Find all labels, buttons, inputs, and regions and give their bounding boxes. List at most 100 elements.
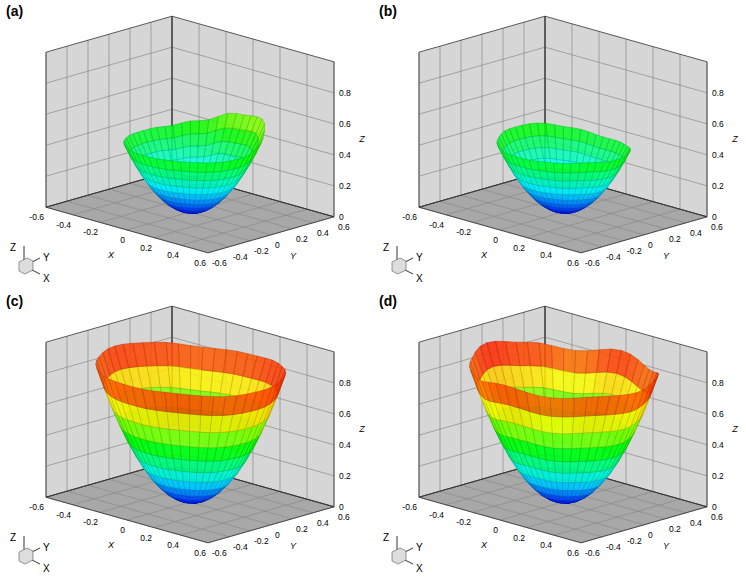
svg-text:0: 0 [275, 240, 280, 250]
svg-text:-0.4: -0.4 [233, 252, 248, 262]
svg-text:0.6: 0.6 [712, 409, 724, 419]
svg-text:0: 0 [648, 240, 653, 250]
svg-text:-0.6: -0.6 [212, 258, 227, 268]
svg-text:0: 0 [120, 525, 125, 535]
svg-text:0.6: 0.6 [339, 409, 351, 419]
svg-text:0: 0 [493, 525, 498, 535]
svg-text:0.2: 0.2 [669, 234, 681, 244]
svg-text:0: 0 [493, 235, 498, 245]
svg-text:0.4: 0.4 [540, 250, 552, 260]
svg-text:-0.2: -0.2 [627, 536, 642, 546]
svg-text:0: 0 [339, 212, 344, 222]
svg-text:0.2: 0.2 [513, 533, 525, 543]
svg-text:0.6: 0.6 [194, 548, 206, 558]
svg-text:0.2: 0.2 [296, 234, 308, 244]
svg-text:0.6: 0.6 [712, 119, 724, 129]
svg-text:Z: Z [383, 242, 389, 253]
svg-text:0.2: 0.2 [339, 181, 351, 191]
svg-text:0.6: 0.6 [567, 258, 579, 268]
svg-text:Y: Y [43, 542, 50, 553]
svg-text:0: 0 [712, 212, 717, 222]
svg-text:0.4: 0.4 [339, 150, 351, 160]
svg-text:-0.4: -0.4 [233, 542, 248, 552]
svg-text:-0.6: -0.6 [29, 212, 44, 222]
svg-text:(b): (b) [379, 3, 397, 19]
svg-text:0.8: 0.8 [339, 88, 351, 98]
svg-text:0.2: 0.2 [296, 524, 308, 534]
svg-text:-0.4: -0.4 [56, 510, 71, 520]
svg-text:0.2: 0.2 [140, 243, 152, 253]
svg-text:0.8: 0.8 [339, 378, 351, 388]
svg-text:0: 0 [120, 235, 125, 245]
svg-text:-0.4: -0.4 [429, 510, 444, 520]
svg-text:0.4: 0.4 [167, 250, 179, 260]
svg-text:(a): (a) [6, 3, 23, 19]
svg-text:0: 0 [648, 530, 653, 540]
svg-text:-0.6: -0.6 [402, 502, 417, 512]
svg-text:0.4: 0.4 [540, 540, 552, 550]
svg-text:X: X [416, 563, 423, 574]
svg-text:Z: Z [383, 532, 389, 543]
svg-text:-0.2: -0.2 [254, 536, 269, 546]
svg-text:Y: Y [290, 251, 297, 261]
svg-text:0.4: 0.4 [339, 440, 351, 450]
svg-text:0.6: 0.6 [338, 512, 350, 522]
svg-text:0.4: 0.4 [317, 518, 329, 528]
svg-text:(d): (d) [379, 293, 397, 309]
svg-text:X: X [43, 563, 50, 574]
svg-text:Y: Y [416, 252, 423, 263]
svg-text:0.6: 0.6 [338, 222, 350, 232]
svg-text:X: X [107, 250, 115, 260]
svg-text:0.2: 0.2 [513, 243, 525, 253]
svg-text:0.2: 0.2 [140, 533, 152, 543]
svg-text:-0.6: -0.6 [212, 548, 227, 558]
svg-text:-0.2: -0.2 [627, 246, 642, 256]
svg-text:0.4: 0.4 [317, 228, 329, 238]
svg-text:-0.2: -0.2 [456, 517, 471, 527]
svg-text:-0.2: -0.2 [83, 517, 98, 527]
svg-text:-0.2: -0.2 [254, 246, 269, 256]
svg-text:X: X [480, 540, 488, 550]
svg-text:X: X [416, 273, 423, 284]
svg-text:-0.4: -0.4 [56, 220, 71, 230]
svg-text:X: X [107, 540, 115, 550]
svg-text:Y: Y [290, 541, 297, 551]
svg-text:-0.4: -0.4 [606, 542, 621, 552]
svg-text:0.4: 0.4 [690, 228, 702, 238]
svg-text:0.6: 0.6 [339, 119, 351, 129]
svg-text:0.4: 0.4 [712, 150, 724, 160]
svg-text:0: 0 [712, 502, 717, 512]
svg-text:-0.6: -0.6 [402, 212, 417, 222]
svg-text:Y: Y [663, 541, 670, 551]
svg-text:0.4: 0.4 [167, 540, 179, 550]
svg-text:0.6: 0.6 [711, 512, 723, 522]
svg-text:-0.4: -0.4 [429, 220, 444, 230]
svg-text:Z: Z [358, 424, 365, 434]
svg-text:Z: Z [731, 424, 738, 434]
svg-text:-0.6: -0.6 [29, 502, 44, 512]
svg-text:0.8: 0.8 [712, 88, 724, 98]
svg-text:-0.6: -0.6 [585, 258, 600, 268]
svg-text:Y: Y [43, 252, 50, 263]
svg-text:0.2: 0.2 [712, 471, 724, 481]
svg-text:Y: Y [663, 251, 670, 261]
svg-text:0: 0 [339, 502, 344, 512]
svg-text:Z: Z [358, 134, 365, 144]
svg-text:0: 0 [275, 530, 280, 540]
svg-text:-0.2: -0.2 [83, 227, 98, 237]
svg-text:0.8: 0.8 [712, 378, 724, 388]
svg-text:0.6: 0.6 [711, 222, 723, 232]
svg-text:0.4: 0.4 [690, 518, 702, 528]
svg-text:Z: Z [10, 532, 16, 543]
svg-text:Z: Z [10, 242, 16, 253]
svg-text:0.6: 0.6 [567, 548, 579, 558]
svg-text:0.2: 0.2 [712, 181, 724, 191]
svg-text:0.6: 0.6 [194, 258, 206, 268]
svg-text:-0.2: -0.2 [456, 227, 471, 237]
svg-text:X: X [43, 273, 50, 284]
svg-text:0.2: 0.2 [339, 471, 351, 481]
svg-text:-0.6: -0.6 [585, 548, 600, 558]
svg-text:0.4: 0.4 [712, 440, 724, 450]
svg-text:0.2: 0.2 [669, 524, 681, 534]
svg-text:Y: Y [416, 542, 423, 553]
